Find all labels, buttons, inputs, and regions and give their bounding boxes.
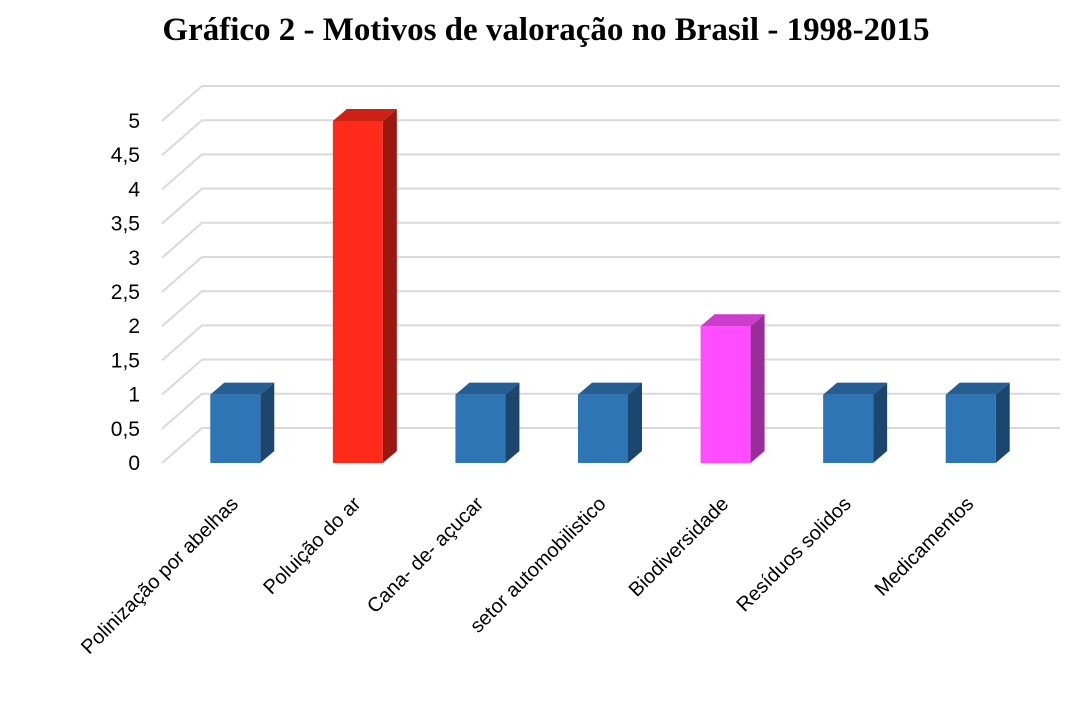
bar-top [332, 109, 397, 121]
gridline [161, 392, 1060, 430]
x-tick-label: Resíduos solidos [732, 493, 855, 616]
bar-top [578, 382, 642, 395]
gridline [161, 85, 1060, 122]
gridline [161, 187, 1060, 225]
x-tick-label: Biodiversidade [625, 493, 733, 601]
y-tick-label: 3 [128, 247, 140, 270]
bar-top [945, 382, 1010, 395]
y-tick-label: 2 [128, 315, 140, 338]
bar-side [995, 382, 1010, 463]
y-tick-label: 1,5 [111, 349, 140, 372]
bar [823, 394, 874, 463]
gridline [161, 358, 1060, 396]
y-tick-label: 4,5 [111, 144, 140, 167]
bars [210, 109, 1010, 463]
y-tick-label: 0 [128, 452, 140, 475]
bar [210, 394, 261, 463]
y-tick-label: 4 [128, 178, 140, 201]
gridline [161, 256, 1060, 293]
gridline [161, 153, 1060, 191]
x-tick-label: Poluição do ar [259, 493, 365, 599]
gridline [161, 324, 1060, 362]
chart-title: Gráfico 2 - Motivos de valoração no Bras… [162, 12, 930, 48]
gridline [161, 427, 1060, 464]
gridline [161, 290, 1060, 327]
gridline [161, 221, 1060, 259]
y-tick-label: 0,5 [111, 418, 140, 441]
y-tick-label: 2,5 [111, 281, 140, 304]
bar [700, 326, 751, 463]
bar-side [750, 314, 765, 463]
gridline [161, 119, 1060, 156]
bar-top [455, 382, 520, 395]
bar-top [823, 382, 888, 395]
x-axis-labels: Polinização por abelhas Poluição do arCan… [77, 493, 978, 659]
bar-side [382, 109, 397, 463]
x-tick-label: Medicamentos [871, 493, 979, 601]
bar-top [210, 382, 275, 395]
x-tick-label: setor automobilistico [466, 493, 610, 637]
gridlines [161, 85, 1060, 464]
y-tick-label: 3,5 [111, 213, 140, 236]
bar-side [260, 382, 275, 463]
bar-side [628, 382, 642, 463]
y-axis-ticks: 0 0,5 1 1,5 2 2,5 3 3,5 4 4,5 5 [111, 110, 141, 475]
bar-side [505, 382, 520, 463]
bar [455, 394, 506, 463]
x-tick-label: Polinização por abelhas [77, 493, 243, 659]
bar [332, 121, 383, 463]
y-tick-label: 1 [128, 384, 140, 407]
bar-side [873, 382, 888, 463]
bar [578, 394, 628, 463]
bar [945, 394, 996, 463]
y-tick-label: 5 [128, 110, 140, 133]
x-tick-label: Cana- de- açucar [363, 493, 488, 618]
bar-top [700, 314, 765, 327]
